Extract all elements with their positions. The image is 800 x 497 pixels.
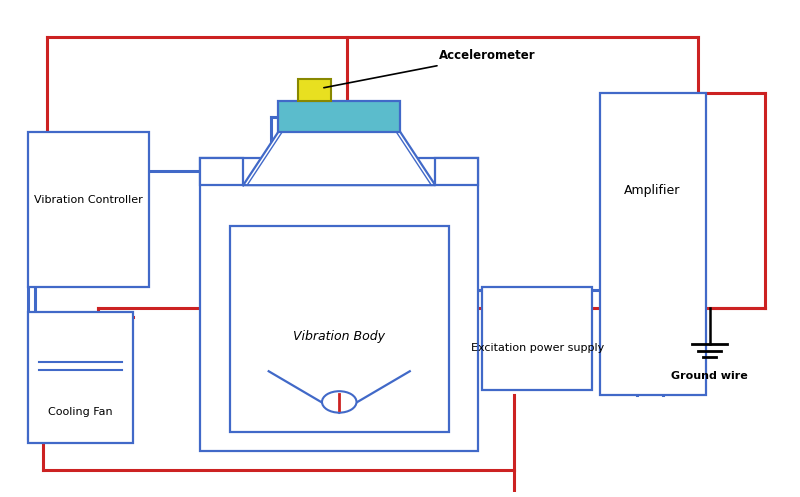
Bar [27,312,134,443]
Bar [482,287,592,390]
Bar [435,159,478,185]
Text: Cooling Fan: Cooling Fan [48,407,113,416]
Circle shape [322,391,357,413]
Bar [600,92,706,395]
Bar [230,226,449,432]
Bar [298,80,331,101]
Text: Accelerometer: Accelerometer [324,49,536,88]
Bar [27,132,149,287]
Text: Ground wire: Ground wire [671,371,748,381]
Text: Vibration Body: Vibration Body [293,330,385,342]
Text: Vibration Controller: Vibration Controller [34,195,143,205]
Bar [200,159,243,185]
Text: Amplifier: Amplifier [624,183,681,196]
Polygon shape [243,132,435,185]
Bar [278,101,400,132]
Bar [200,159,478,451]
Text: Excitation power supply: Excitation power supply [470,343,604,353]
